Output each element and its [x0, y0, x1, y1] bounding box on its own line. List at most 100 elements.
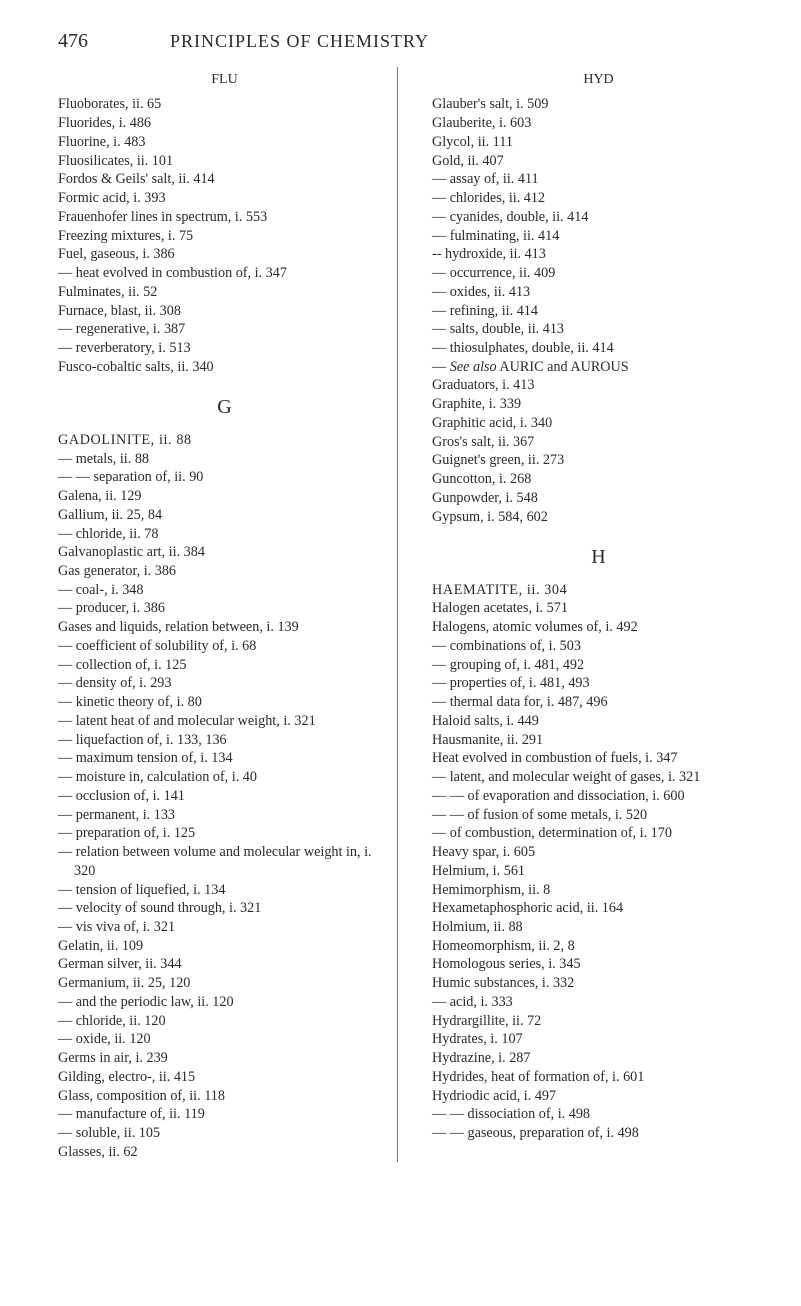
index-entry: — occlusion of, i. 141 [58, 787, 391, 806]
index-entry: Glauberite, i. 603 [432, 114, 765, 133]
index-entry: Fluoborates, ii. 65 [58, 95, 391, 114]
index-entry: — — of fusion of some metals, i. 520 [432, 806, 765, 825]
index-entry: — regenerative, i. 387 [58, 320, 391, 339]
index-entry: Guignet's green, ii. 273 [432, 451, 765, 470]
index-entry: Hydrides, heat of formation of, i. 601 [432, 1068, 765, 1087]
index-entry: Fluosilicates, ii. 101 [58, 152, 391, 171]
index-columns: FLU Fluoborates, ii. 65Fluorides, i. 486… [58, 67, 765, 1162]
entries-graduators: Graduators, i. 413Graphite, i. 339Graphi… [432, 376, 765, 526]
index-entry: — — dissociation of, i. 498 [432, 1105, 765, 1124]
index-entry: Homologous series, i. 345 [432, 955, 765, 974]
index-entry: — soluble, ii. 105 [58, 1124, 391, 1143]
entry-haematite: HAEMATITE, ii. 304 [432, 581, 765, 600]
index-entry: — fulminating, ii. 414 [432, 227, 765, 246]
index-entry: Galvanoplastic art, ii. 384 [58, 543, 391, 562]
index-entry: Fluorides, i. 486 [58, 114, 391, 133]
index-entry: — maximum tension of, i. 134 [58, 749, 391, 768]
index-entry: Graphitic acid, i. 340 [432, 414, 765, 433]
index-entry: Hydriodic acid, i. 497 [432, 1087, 765, 1106]
index-entry: — tension of liquefied, i. 134 [58, 881, 391, 900]
index-entry: — coefficient of solubility of, i. 68 [58, 637, 391, 656]
index-entry: Hemimorphism, ii. 8 [432, 881, 765, 900]
index-entry: — relation between volume and molecular … [58, 843, 391, 880]
entries-gold: Glauber's salt, i. 509Glauberite, i. 603… [432, 95, 765, 357]
index-entry: Heat evolved in combustion of fuels, i. … [432, 749, 765, 768]
index-entry: Gas generator, i. 386 [58, 562, 391, 581]
section-letter-h: H [432, 544, 765, 570]
entries-g: — metals, ii. 88— — separation of, ii. 9… [58, 450, 391, 1162]
index-entry: Guncotton, i. 268 [432, 470, 765, 489]
index-entry: — refining, ii. 414 [432, 302, 765, 321]
index-entry: — chloride, ii. 78 [58, 525, 391, 544]
index-entry: — moisture in, calculation of, i. 40 [58, 768, 391, 787]
index-entry: Gypsum, i. 584, 602 [432, 508, 765, 527]
right-column: HYD Glauber's salt, i. 509Glauberite, i.… [422, 67, 765, 1162]
entries-h: Halogen acetates, i. 571Halogens, atomic… [432, 599, 765, 1142]
index-entry: Furnace, blast, ii. 308 [58, 302, 391, 321]
index-entry: Gilding, electro-, ii. 415 [58, 1068, 391, 1087]
index-entry: — kinetic theory of, i. 80 [58, 693, 391, 712]
index-entry: — latent heat of and molecular weight, i… [58, 712, 391, 731]
index-entry: — heat evolved in combustion of, i. 347 [58, 264, 391, 283]
index-entry: — grouping of, i. 481, 492 [432, 656, 765, 675]
index-entry: Homeomorphism, ii. 2, 8 [432, 937, 765, 956]
index-entry: — collection of, i. 125 [58, 656, 391, 675]
index-entry: — chloride, ii. 120 [58, 1012, 391, 1031]
index-entry: Helmium, i. 561 [432, 862, 765, 881]
index-entry: — combinations of, i. 503 [432, 637, 765, 656]
index-entry: Hydrazine, i. 287 [432, 1049, 765, 1068]
index-entry: Gases and liquids, relation between, i. … [58, 618, 391, 637]
index-entry: Frauenhofer lines in spectrum, i. 553 [58, 208, 391, 227]
index-entry: — acid, i. 333 [432, 993, 765, 1012]
running-head-left: FLU [58, 71, 391, 89]
index-entry: — properties of, i. 481, 493 [432, 674, 765, 693]
index-entry: Gunpowder, i. 548 [432, 489, 765, 508]
index-entry: — oxides, ii. 413 [432, 283, 765, 302]
index-entry: Formic acid, i. 393 [58, 189, 391, 208]
index-entry: Graphite, i. 339 [432, 395, 765, 414]
index-entry: — manufacture of, ii. 119 [58, 1105, 391, 1124]
running-head-right: HYD [432, 71, 765, 89]
entry-see-also: — See also AURIC and AUROUS [432, 358, 765, 377]
index-entry: Glasses, ii. 62 [58, 1143, 391, 1162]
index-entry: Gelatin, ii. 109 [58, 937, 391, 956]
index-entry: — assay of, ii. 411 [432, 170, 765, 189]
index-entry: Halogens, atomic volumes of, i. 492 [432, 618, 765, 637]
index-entry: — density of, i. 293 [58, 674, 391, 693]
index-entry: Fuel, gaseous, i. 386 [58, 245, 391, 264]
index-entry: Fluorine, i. 483 [58, 133, 391, 152]
index-entry: — salts, double, ii. 413 [432, 320, 765, 339]
index-entry: — — of evaporation and dissociation, i. … [432, 787, 765, 806]
index-entry: — liquefaction of, i. 133, 136 [58, 731, 391, 750]
entry-gadolinite: GADOLINITE, ii. 88 [58, 431, 391, 450]
entries-flu: Fluoborates, ii. 65Fluorides, i. 486Fluo… [58, 95, 391, 376]
index-entry: Freezing mixtures, i. 75 [58, 227, 391, 246]
index-entry: — vis viva of, i. 321 [58, 918, 391, 937]
index-entry: — reverberatory, i. 513 [58, 339, 391, 358]
index-entry: Glass, composition of, ii. 118 [58, 1087, 391, 1106]
index-entry: Germs in air, i. 239 [58, 1049, 391, 1068]
index-entry: Germanium, ii. 25, 120 [58, 974, 391, 993]
index-entry: — velocity of sound through, i. 321 [58, 899, 391, 918]
index-entry: Hydrargillite, ii. 72 [432, 1012, 765, 1031]
page-number: 476 [58, 30, 88, 53]
index-entry: Gallium, ii. 25, 84 [58, 506, 391, 525]
page-header: 476 PRINCIPLES OF CHEMISTRY [58, 30, 765, 53]
index-entry: — of combustion, determination of, i. 17… [432, 824, 765, 843]
index-entry: Holmium, ii. 88 [432, 918, 765, 937]
index-entry: Gold, ii. 407 [432, 152, 765, 171]
index-entry: Heavy spar, i. 605 [432, 843, 765, 862]
book-title: PRINCIPLES OF CHEMISTRY [170, 31, 429, 52]
index-entry: Humic substances, i. 332 [432, 974, 765, 993]
left-column: FLU Fluoborates, ii. 65Fluorides, i. 486… [58, 67, 398, 1162]
section-letter-g: G [58, 394, 391, 420]
index-entry: German silver, ii. 344 [58, 955, 391, 974]
index-entry: — oxide, ii. 120 [58, 1030, 391, 1049]
index-entry: — latent, and molecular weight of gases,… [432, 768, 765, 787]
index-entry: — cyanides, double, ii. 414 [432, 208, 765, 227]
index-entry: — — gaseous, preparation of, i. 498 [432, 1124, 765, 1143]
index-entry: — preparation of, i. 125 [58, 824, 391, 843]
index-entry: — coal-, i. 348 [58, 581, 391, 600]
index-entry: — chlorides, ii. 412 [432, 189, 765, 208]
index-entry: Fulminates, ii. 52 [58, 283, 391, 302]
